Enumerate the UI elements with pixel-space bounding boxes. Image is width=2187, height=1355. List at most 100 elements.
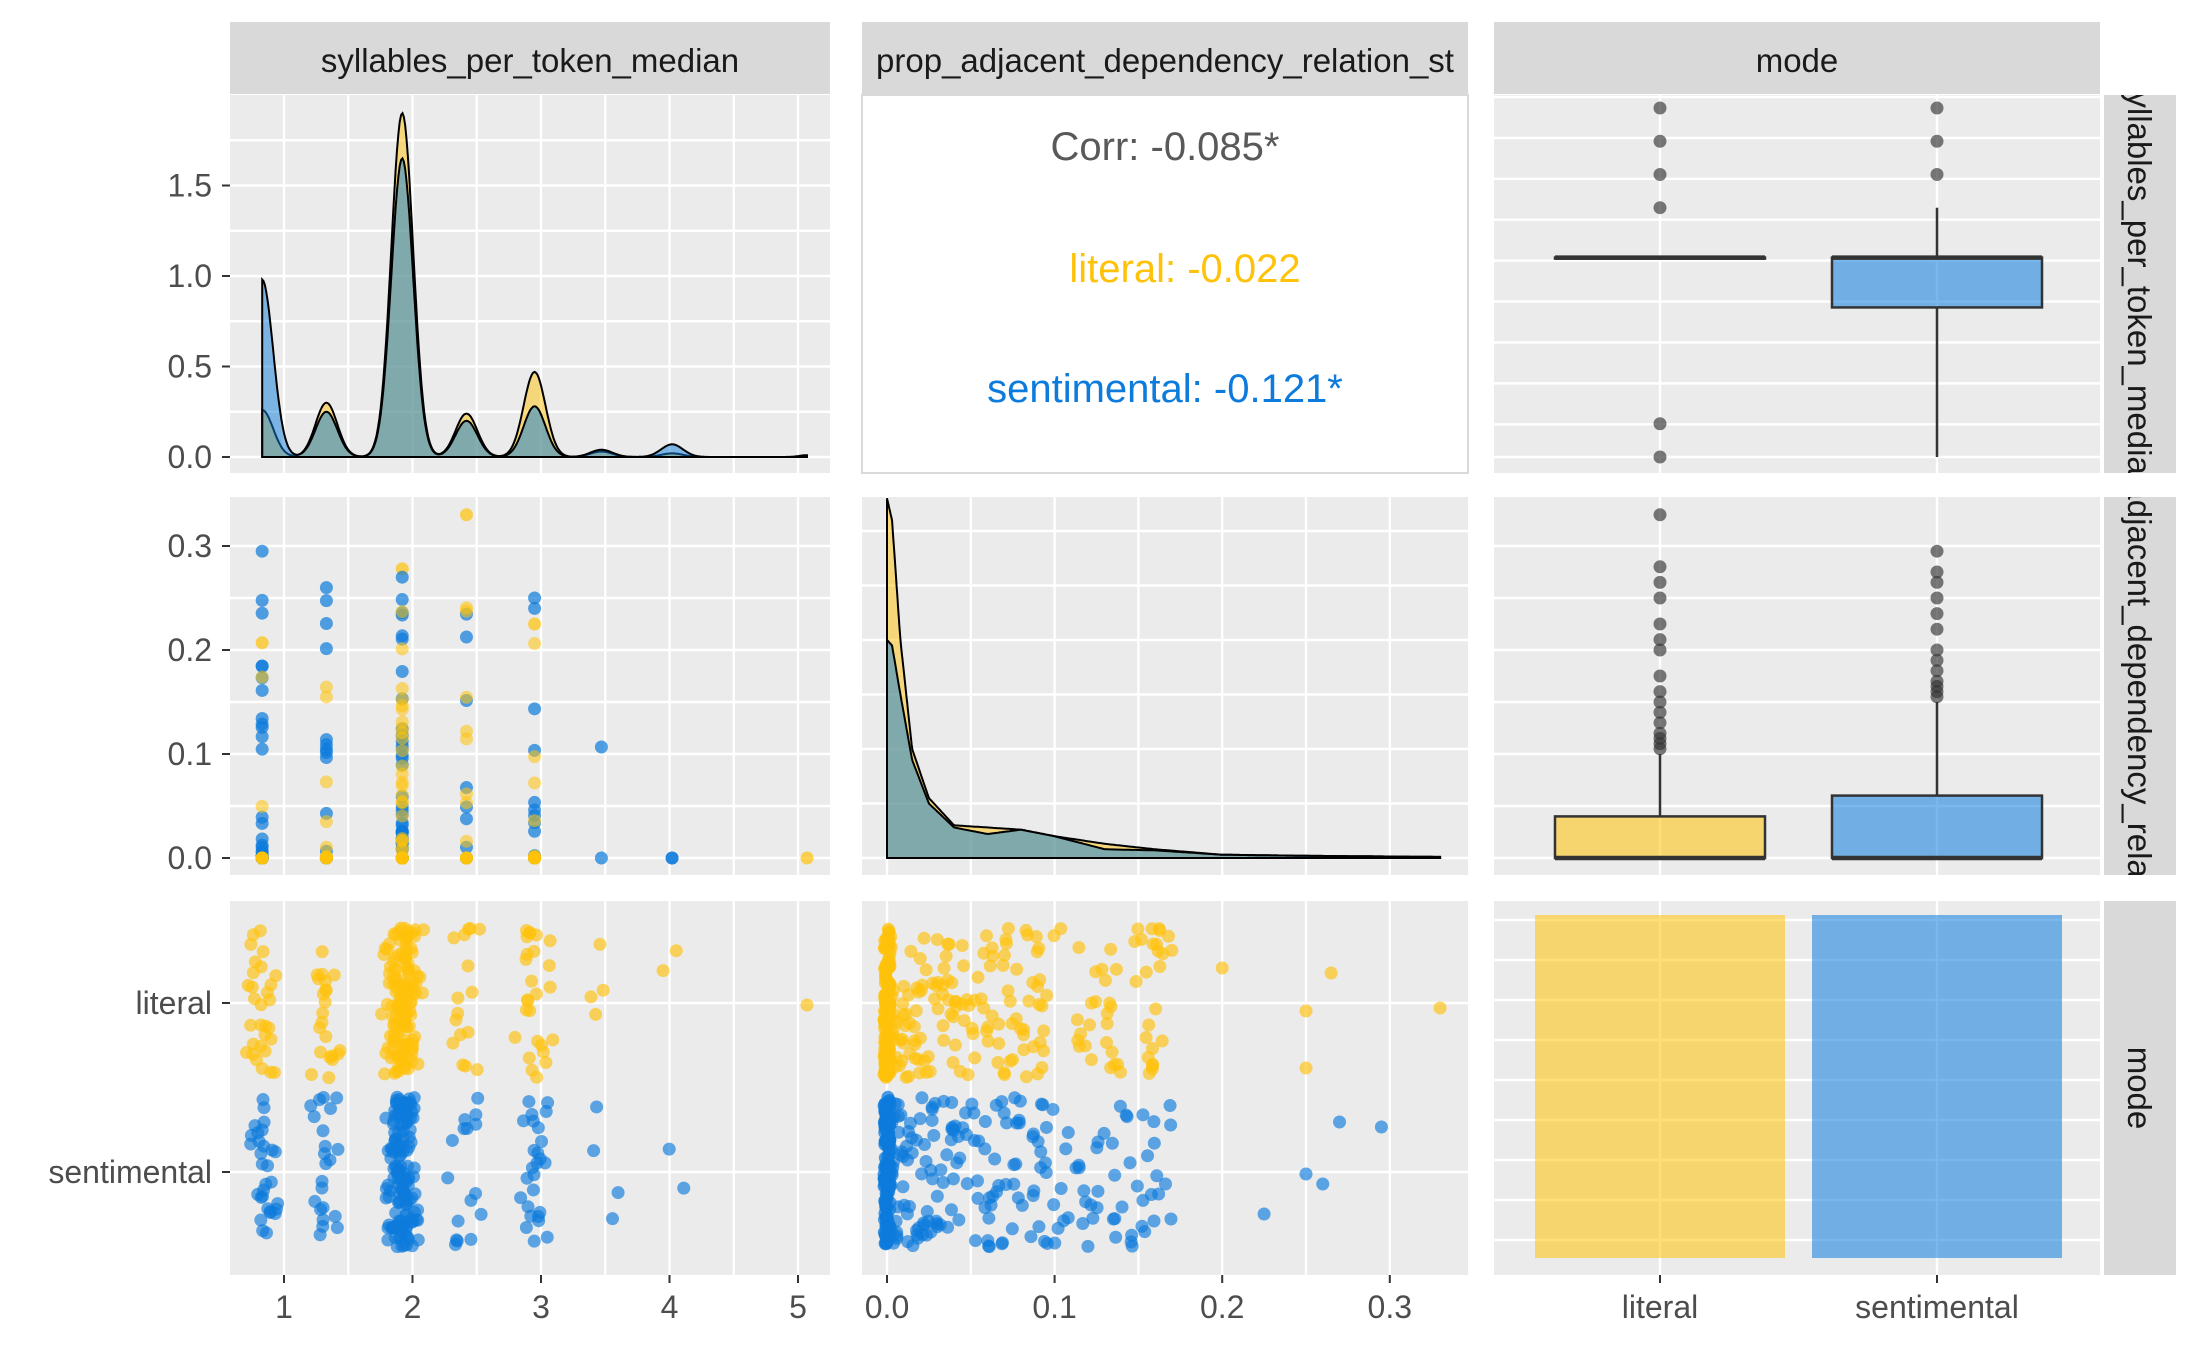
scatter-point-literal bbox=[395, 795, 409, 809]
jitter-syllables-sentimental bbox=[314, 1202, 328, 1216]
jitter-prop-literal bbox=[1139, 965, 1153, 979]
boxplot-prop-literal-outlier bbox=[1653, 575, 1667, 589]
jitter-syllables-literal bbox=[519, 952, 533, 966]
jitter-syllables-sentimental bbox=[458, 1113, 472, 1127]
jitter-syllables-literal bbox=[536, 1045, 550, 1059]
jitter-syllables-literal bbox=[244, 937, 258, 951]
jitter-prop-literal bbox=[887, 1007, 901, 1021]
scatter-point-sentimental bbox=[528, 591, 542, 605]
tick-label-density-y: 0.0 bbox=[168, 439, 212, 475]
jitter-syllables-sentimental bbox=[587, 1144, 601, 1158]
jitter-prop-literal bbox=[1084, 1053, 1098, 1067]
jitter-prop-literal bbox=[953, 1064, 967, 1078]
jitter-syllables-sentimental bbox=[402, 1140, 416, 1154]
boxplot-prop-sentimental-outlier bbox=[1930, 674, 1944, 688]
correlation-panel bbox=[861, 94, 1469, 474]
jitter-syllables-sentimental bbox=[445, 1133, 459, 1147]
jitter-syllables-sentimental bbox=[392, 1093, 406, 1107]
tick-label-syllables-x: 4 bbox=[661, 1289, 679, 1325]
scatter-point-literal bbox=[395, 692, 409, 706]
jitter-syllables-literal bbox=[800, 998, 814, 1012]
jitter-prop-literal bbox=[904, 944, 918, 958]
jitter-prop-sentimental bbox=[915, 1091, 929, 1105]
jitter-syllables-sentimental bbox=[268, 1207, 282, 1221]
jitter-prop-sentimental bbox=[917, 1138, 931, 1152]
jitter-prop-sentimental bbox=[892, 1125, 906, 1139]
jitter-prop-literal bbox=[1100, 1017, 1114, 1031]
jitter-syllables-literal bbox=[262, 1021, 276, 1035]
jitter-prop-sentimental bbox=[1081, 1239, 1095, 1253]
jitter-syllables-literal bbox=[465, 985, 479, 999]
jitter-prop-literal bbox=[1006, 1053, 1020, 1067]
jitter-syllables-sentimental bbox=[407, 1161, 421, 1175]
jitter-prop-literal bbox=[974, 992, 988, 1006]
boxplot-prop-sentimental-outlier bbox=[1930, 607, 1944, 621]
jitter-syllables-literal bbox=[546, 1033, 560, 1047]
jitter-prop-sentimental bbox=[886, 1156, 900, 1170]
strip-top-2 bbox=[862, 22, 1468, 94]
jitter-prop-literal bbox=[968, 1051, 982, 1065]
boxplot-prop-sentimental-box bbox=[1830, 794, 2044, 860]
jitter-syllables-sentimental bbox=[392, 1137, 406, 1151]
jitter-prop-literal bbox=[910, 981, 924, 995]
boxplot-syllables-sentimental-outlier bbox=[1930, 134, 1944, 148]
jitter-syllables-sentimental bbox=[331, 1142, 345, 1156]
jitter-syllables-sentimental bbox=[533, 1152, 547, 1166]
jitter-prop-literal bbox=[948, 1038, 962, 1052]
jitter-syllables-literal bbox=[314, 1045, 328, 1059]
jitter-prop-sentimental bbox=[952, 1213, 966, 1227]
jitter-syllables-sentimental bbox=[451, 1214, 465, 1228]
boxplot-prop-literal-outlier bbox=[1653, 508, 1667, 522]
jitter-prop-literal bbox=[991, 1055, 1005, 1069]
strip-right-label-1: syllables_per_token_median bbox=[2121, 75, 2158, 493]
jitter-prop-sentimental bbox=[912, 1221, 926, 1235]
jitter-prop-sentimental bbox=[896, 1180, 910, 1194]
tick-label-prop-x: 0.0 bbox=[865, 1289, 909, 1325]
tick-label-prop-x: 0.1 bbox=[1032, 1289, 1076, 1325]
boxplot-prop-sentimental-outlier bbox=[1930, 575, 1944, 589]
scatter-point-sentimental bbox=[255, 606, 269, 620]
jitter-syllables-literal bbox=[669, 944, 683, 958]
jitter-prop-literal bbox=[1433, 1001, 1447, 1015]
jitter-syllables-sentimental bbox=[316, 1124, 330, 1138]
boxplot-syllables-literal-outlier bbox=[1653, 167, 1667, 181]
tick-label-prop-y: 0.2 bbox=[168, 632, 212, 668]
scatter-point-literal bbox=[319, 690, 333, 704]
jitter-prop-sentimental bbox=[967, 1133, 981, 1147]
jitter-syllables-sentimental bbox=[526, 1183, 540, 1197]
scatter-point-literal bbox=[528, 750, 542, 764]
jitter-prop-literal bbox=[908, 1034, 922, 1048]
jitter-syllables-sentimental bbox=[317, 1147, 331, 1161]
tick-label-prop-x: 0.2 bbox=[1200, 1289, 1244, 1325]
jitter-prop-literal bbox=[1156, 947, 1170, 961]
jitter-prop-literal bbox=[941, 937, 955, 951]
jitter-prop-sentimental bbox=[978, 1114, 992, 1128]
jitter-prop-literal bbox=[1083, 1018, 1097, 1032]
jitter-syllables-literal bbox=[319, 1030, 333, 1044]
strip-top-label-3: mode bbox=[1756, 42, 1839, 79]
jitter-prop-literal bbox=[909, 1004, 923, 1018]
scatter-point-literal bbox=[459, 724, 473, 738]
jitter-prop-sentimental bbox=[1026, 1127, 1040, 1141]
jitter-syllables-sentimental bbox=[330, 1221, 344, 1235]
jitter-syllables-sentimental bbox=[449, 1238, 463, 1252]
jitter-prop-sentimental bbox=[946, 1172, 960, 1186]
scatter-point-sentimental bbox=[255, 683, 269, 697]
jitter-prop-sentimental bbox=[1015, 1198, 1029, 1212]
strip-right-label-3: mode bbox=[2121, 1047, 2158, 1130]
jitter-syllables-sentimental bbox=[316, 1090, 330, 1104]
tick-label-prop-y: 0.0 bbox=[168, 840, 212, 876]
jitter-prop-literal bbox=[1072, 941, 1086, 955]
scatter-point-literal bbox=[395, 759, 409, 773]
jitter-syllables-literal bbox=[388, 951, 402, 965]
jitter-syllables-literal bbox=[390, 981, 404, 995]
tick-label-syllables-x: 1 bbox=[275, 1289, 293, 1325]
jitter-syllables-sentimental bbox=[400, 1207, 414, 1221]
jitter-syllables-literal bbox=[254, 998, 268, 1012]
jitter-prop-sentimental bbox=[1069, 1161, 1083, 1175]
jitter-prop-sentimental bbox=[944, 1203, 958, 1217]
jitter-syllables-sentimental bbox=[522, 1095, 536, 1109]
jitter-prop-sentimental bbox=[895, 1145, 909, 1159]
jitter-syllables-literal bbox=[244, 1018, 258, 1032]
jitter-syllables-literal bbox=[462, 922, 476, 936]
